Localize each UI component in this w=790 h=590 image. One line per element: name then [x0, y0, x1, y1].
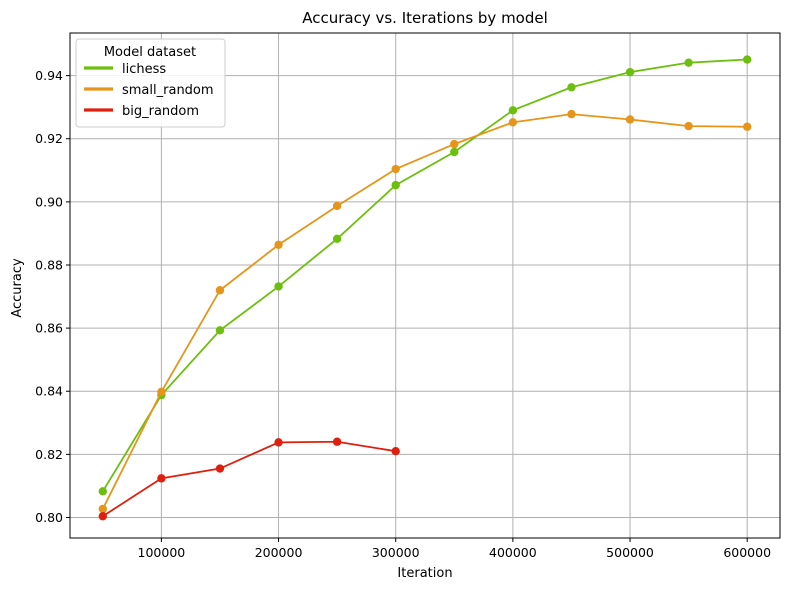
data-point-lichess: [391, 180, 400, 190]
data-point-lichess: [274, 282, 283, 291]
axis-ticks: 100000 200000 300000 400000 500000 600000 0.80…: [35, 68, 771, 560]
y-axis-label: Accuracy: [10, 258, 25, 318]
y-tick-label: 0.90: [35, 194, 63, 209]
data-point-lichess: [508, 106, 518, 115]
x-tick-label: 600000: [723, 545, 771, 560]
data-point-small_random: [157, 387, 166, 397]
data-point-small_random: [508, 118, 518, 127]
series-line-big_random: [102, 440, 396, 517]
data-point-small_random: [215, 286, 225, 295]
legend-title: Model dataset: [104, 45, 196, 60]
data-point-small_random: [625, 115, 635, 124]
legend-entry-big_random: big_random: [122, 104, 199, 119]
y-tick-label: 0.86: [35, 321, 63, 336]
y-tick-label: 0.94: [35, 68, 63, 83]
data-point-small_random: [274, 240, 283, 249]
data-point-small_random: [332, 201, 342, 211]
x-tick-label: 200000: [255, 545, 303, 560]
x-tick-label: 300000: [372, 545, 420, 560]
data-point-lichess: [215, 326, 225, 335]
data-point-small_random: [684, 121, 693, 131]
data-point-big_random: [274, 438, 283, 447]
data-point-lichess: [684, 58, 693, 67]
legend-entry-lichess: lichess: [122, 62, 166, 77]
data-point-lichess: [567, 83, 576, 92]
data-point-lichess: [450, 147, 459, 157]
x-tick-label: 100000: [138, 545, 186, 560]
data-point-big_random: [215, 464, 225, 473]
legend: Model dataset lichess small_random big_ran…: [75, 38, 226, 128]
grid: [70, 33, 780, 538]
chart-title: Accuracy vs. Iterations by model: [302, 9, 548, 27]
data-point-big_random: [157, 474, 166, 483]
y-tick-label: 0.84: [35, 384, 63, 399]
legend-entry-small_random: small_random: [122, 83, 214, 98]
y-tick-label: 0.80: [35, 510, 63, 525]
data-point-big_random: [98, 512, 108, 521]
data-point-small_random: [450, 139, 459, 149]
data-point-small_random: [742, 122, 752, 131]
data-point-big_random: [332, 437, 342, 446]
data-point-lichess: [98, 487, 108, 496]
data-point-small_random: [567, 109, 576, 119]
data-point-small_random: [391, 164, 400, 174]
x-axis-label: Iteration: [397, 566, 452, 581]
series-line-lichess: [102, 58, 748, 492]
x-tick-label: 400000: [489, 545, 537, 560]
data-point-lichess: [742, 55, 752, 64]
y-tick-label: 0.92: [35, 131, 63, 146]
data-point-lichess: [332, 234, 342, 243]
y-tick-label: 0.82: [35, 447, 63, 462]
legend-box: [75, 38, 226, 128]
data-point-lichess: [625, 67, 635, 77]
y-tick-label: 0.88: [35, 257, 63, 272]
data-point-big_random: [391, 447, 400, 456]
data-point-small_random: [98, 504, 108, 514]
x-tick-label: 500000: [606, 545, 654, 560]
series-line-small_random: [102, 113, 748, 510]
plot-frame: [69, 32, 781, 539]
series-layer: [98, 55, 752, 521]
